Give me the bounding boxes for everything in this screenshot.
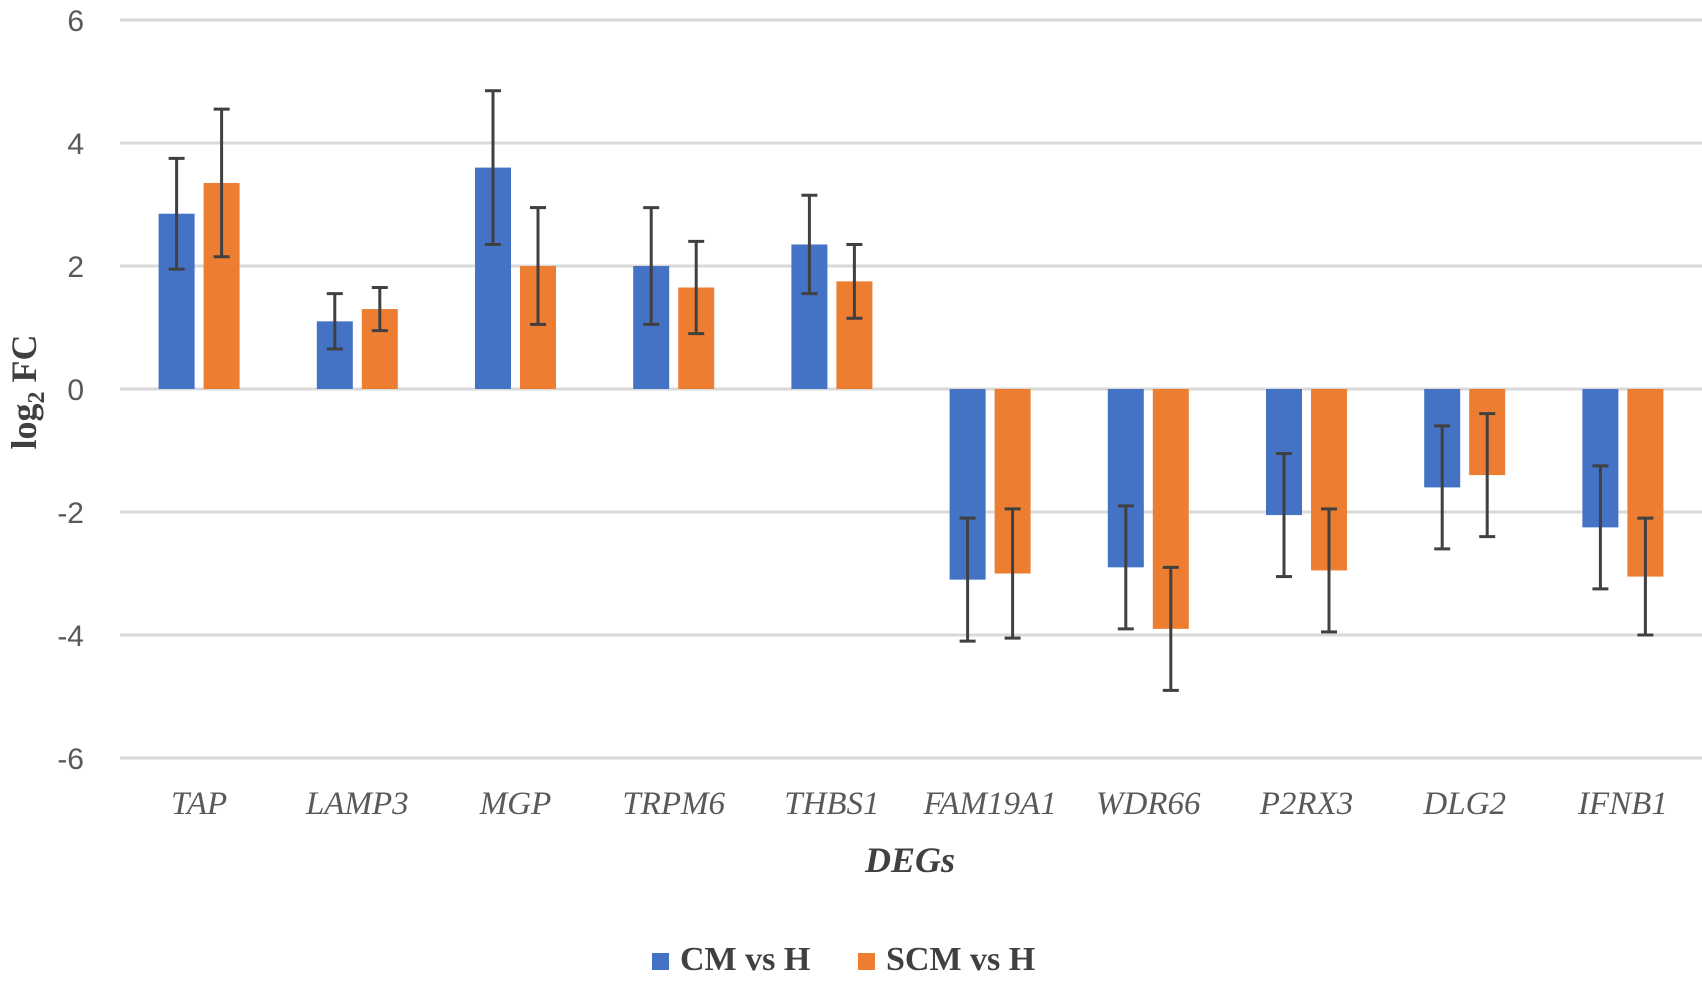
y-axis-title: log2 FC [4, 334, 50, 449]
x-tick-label: DLG2 [1422, 786, 1506, 822]
y-tick-label: -2 [57, 497, 84, 530]
x-tick-label: IFNB1 [1577, 786, 1668, 822]
y-tick-label: -4 [57, 620, 84, 653]
x-axis-title: DEGs [864, 840, 955, 880]
y-tick-label: 0 [67, 374, 84, 407]
y-axis-ticks: 6 4 2 0 -2 -4 -6 [57, 5, 84, 776]
legend-swatch-scm [858, 953, 875, 970]
error-bars [168, 89, 1654, 692]
gridlines [120, 18, 1702, 760]
y-tick-label: 4 [67, 128, 84, 161]
x-tick-label: FAM19A1 [922, 786, 1056, 822]
bars [158, 167, 1664, 629]
x-tick-label: THBS1 [784, 786, 879, 822]
x-axis-categories: TAP LAMP3 MGP TRPM6 THBS1 FAM19A1 WDR66 P2RX3 DL… [171, 786, 1668, 822]
x-tick-label: TRPM6 [622, 786, 725, 822]
x-tick-label: WDR66 [1096, 786, 1201, 822]
x-tick-label: TAP [171, 786, 227, 822]
x-tick-label: LAMP3 [305, 786, 409, 822]
y-tick-label: -6 [57, 743, 84, 776]
y-tick-label: 2 [67, 251, 84, 284]
legend-label-cm: CM vs H [680, 941, 810, 978]
y-axis-title-subscript: 2 [24, 391, 50, 403]
legend-swatch-cm [652, 953, 669, 970]
y-axis-title-rest: FC [4, 334, 44, 391]
x-tick-label: P2RX3 [1259, 786, 1353, 822]
legend: CM vs H SCM vs H [652, 941, 1035, 978]
y-axis-title-main: log [4, 403, 44, 449]
y-tick-label: 6 [67, 5, 84, 38]
legend-label-scm: SCM vs H [886, 941, 1035, 978]
x-tick-label: MGP [479, 786, 551, 822]
